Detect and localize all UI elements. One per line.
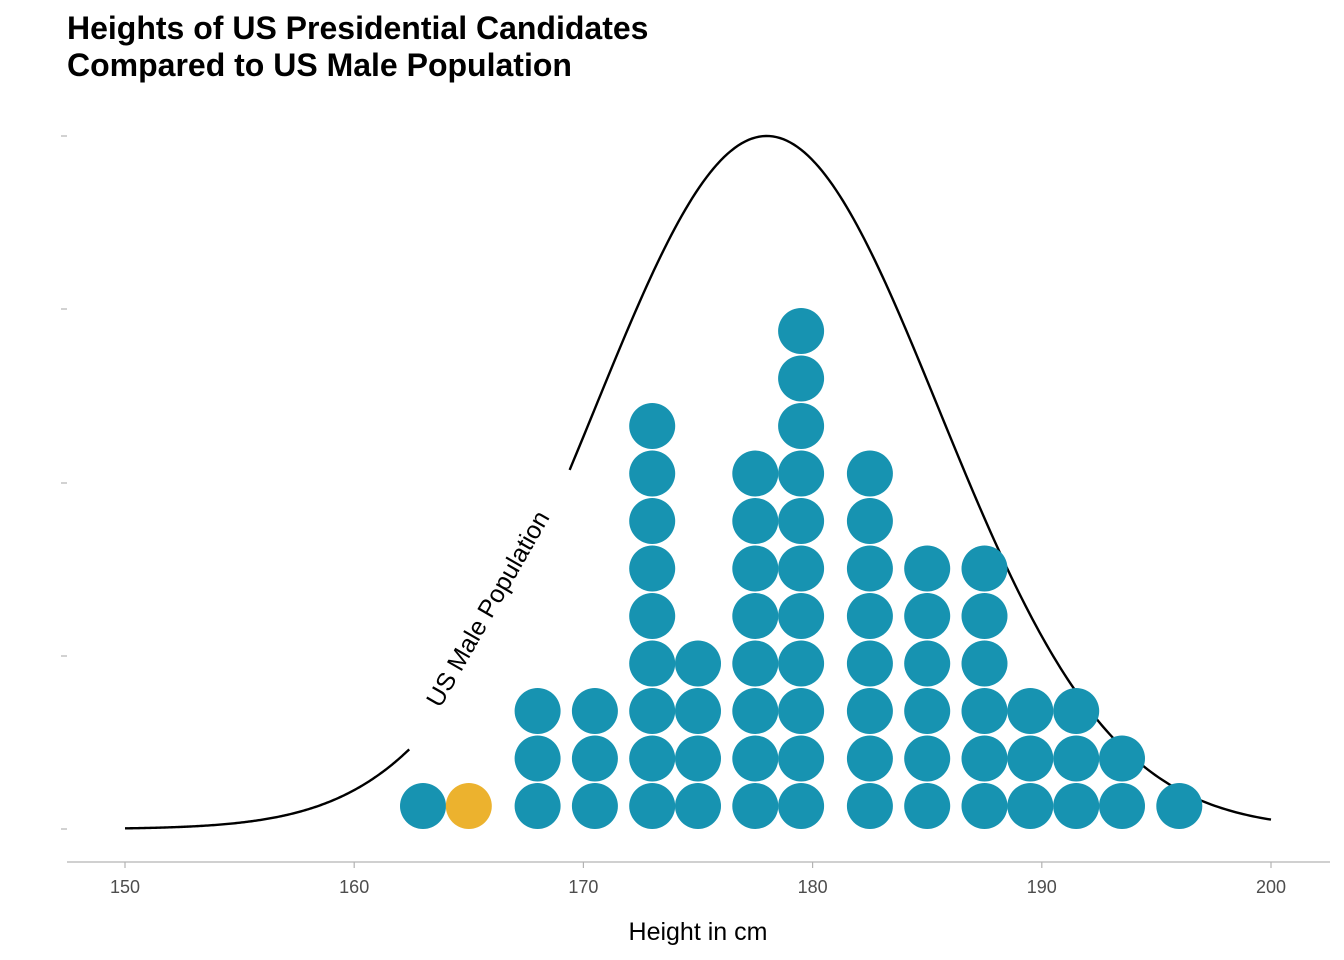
candidate-dot (778, 450, 825, 497)
candidate-dot (904, 593, 951, 639)
candidate-dot (1053, 688, 1100, 734)
y-axis-ticks (61, 135, 67, 830)
candidate-dot (846, 545, 893, 592)
candidate-dot (846, 783, 893, 829)
candidate-dot (629, 688, 676, 734)
candidate-dot (846, 450, 893, 497)
candidate-dot (961, 640, 1008, 687)
candidate-dot (732, 450, 779, 497)
x-tick-label: 150 (110, 877, 140, 897)
candidate-dot (1007, 783, 1054, 829)
candidate-dot (675, 735, 721, 782)
candidate-dot (961, 545, 1008, 592)
candidate-dot (1156, 783, 1203, 829)
candidate-dot (846, 688, 893, 734)
candidate-dot (778, 783, 825, 829)
candidate-dot (961, 593, 1008, 639)
candidate-dots (400, 308, 1203, 829)
candidate-dot (400, 783, 446, 829)
candidate-dot (732, 545, 779, 592)
candidate-dot (629, 545, 676, 592)
candidate-dot (732, 593, 779, 639)
candidate-dot (846, 640, 893, 687)
candidate-dot (846, 498, 893, 544)
candidate-dot (778, 308, 825, 354)
candidate-dot (778, 498, 825, 544)
candidate-dot (904, 640, 951, 687)
candidate-dot (961, 688, 1008, 734)
candidate-dot (846, 593, 893, 639)
candidate-dot (904, 688, 951, 734)
candidate-dot (961, 783, 1008, 829)
chart-title-line-1: Heights of US Presidential Candidates (67, 10, 649, 46)
candidate-dot (571, 735, 618, 782)
candidate-dot (1053, 735, 1100, 782)
candidate-dot (732, 640, 779, 687)
candidate-dot (514, 735, 561, 782)
x-tick-label: 170 (568, 877, 598, 897)
candidate-dot (514, 783, 561, 829)
x-axis-ticks: 150 160 170 180 190 200 (110, 862, 1286, 897)
candidate-dot (778, 545, 825, 592)
x-tick-label: 190 (1027, 877, 1057, 897)
candidate-dot (675, 783, 721, 829)
candidate-dot (629, 640, 676, 687)
candidate-dot (732, 783, 779, 829)
candidate-dot (675, 640, 721, 687)
chart-title: Heights of US Presidential Candidates Co… (67, 10, 648, 84)
candidate-dot (1007, 688, 1054, 734)
candidate-dot (961, 735, 1008, 782)
candidate-dot (904, 735, 951, 782)
candidate-dot (846, 735, 893, 782)
candidate-dot (629, 593, 676, 639)
candidate-dot (1099, 783, 1145, 829)
candidate-dot (1007, 735, 1054, 782)
candidate-dot (778, 688, 825, 734)
candidate-dot (571, 688, 618, 734)
curve-label: US Male Population (421, 506, 555, 712)
chart-title-line-2: Compared to US Male Population (67, 47, 572, 83)
x-tick-label: 180 (798, 877, 828, 897)
candidate-dot (778, 593, 825, 639)
candidate-dot (629, 450, 676, 497)
candidate-dot (1099, 735, 1145, 782)
candidate-dot (675, 688, 721, 734)
candidate-dot (904, 545, 951, 592)
candidate-dot (904, 783, 951, 829)
candidate-dot (778, 403, 825, 449)
x-tick-label: 200 (1256, 877, 1286, 897)
candidate-dot (629, 783, 676, 829)
population-curve-right (568, 134, 1272, 821)
candidate-dot (732, 735, 779, 782)
candidate-dot (629, 735, 676, 782)
candidate-dot (629, 403, 676, 449)
x-axis-title: Height in cm (629, 918, 768, 946)
candidate-dot (732, 688, 779, 734)
highlighted-candidate-dot (445, 783, 492, 829)
candidate-dot (514, 688, 561, 734)
candidate-dot (778, 735, 825, 782)
population-curve-left (124, 748, 411, 830)
candidate-dot (629, 498, 676, 544)
candidate-dot (778, 640, 825, 687)
candidate-dot (571, 783, 618, 829)
candidate-dot (732, 498, 779, 544)
candidate-dot (778, 355, 825, 402)
candidate-dot (1053, 783, 1100, 829)
x-tick-label: 160 (339, 877, 369, 897)
